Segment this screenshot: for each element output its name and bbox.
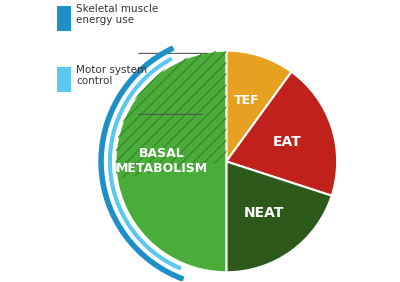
Text: NEAT: NEAT [244,206,284,221]
FancyBboxPatch shape [58,6,70,31]
Text: BASAL
METABOLISM: BASAL METABOLISM [116,147,208,175]
Wedge shape [226,50,292,162]
Text: TEF: TEF [233,94,259,107]
Text: EAT: EAT [273,135,302,149]
Wedge shape [226,72,337,196]
Text: Skeletal muscle
energy use: Skeletal muscle energy use [76,4,158,25]
Wedge shape [116,50,226,272]
FancyBboxPatch shape [58,67,70,92]
Wedge shape [226,162,332,272]
Text: Motor system
control: Motor system control [76,65,148,86]
